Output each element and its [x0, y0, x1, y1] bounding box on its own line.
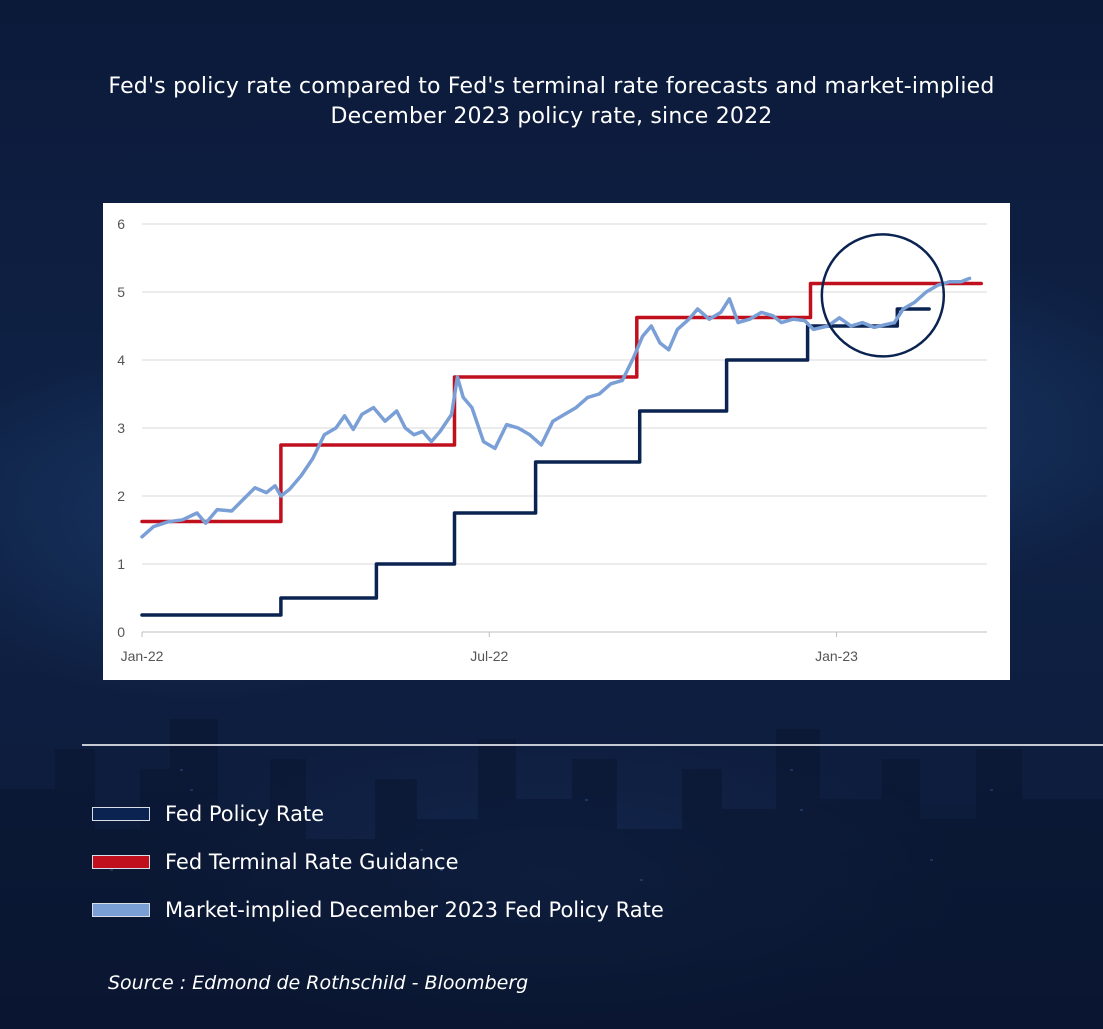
x-tick-label: Jan-22 — [121, 648, 164, 664]
y-tick-label: 6 — [117, 216, 125, 232]
legend-swatch-market-implied — [92, 903, 150, 917]
legend: Fed Policy Rate Fed Terminal Rate Guidan… — [92, 790, 664, 934]
series-terminal-rate-guidance — [140, 281, 983, 524]
y-tick-label: 3 — [117, 420, 125, 436]
legend-item-terminal-rate: Fed Terminal Rate Guidance — [92, 838, 664, 886]
y-tick-label: 1 — [117, 556, 125, 572]
annotations — [820, 233, 946, 358]
series-market-implied — [140, 276, 972, 539]
axes: 0 1 2 3 4 5 6 Jan-22 Jul-22 Jan-23 — [117, 216, 987, 664]
gridlines — [142, 223, 987, 565]
legend-label: Fed Terminal Rate Guidance — [165, 850, 459, 874]
legend-item-fed-policy-rate: Fed Policy Rate — [92, 790, 664, 838]
chart-panel: 0 1 2 3 4 5 6 Jan-22 Jul-22 Jan-23 — [103, 203, 1010, 680]
series — [140, 276, 983, 617]
y-tick-label: 0 — [117, 624, 125, 640]
highlight-circle — [820, 233, 946, 358]
x-tick-label: Jan-23 — [815, 648, 858, 664]
legend-swatch-fed-policy-rate — [92, 807, 150, 821]
y-tick-label: 4 — [117, 352, 125, 368]
legend-label: Market-implied December 2023 Fed Policy … — [165, 898, 664, 922]
divider — [82, 744, 1103, 746]
legend-swatch-terminal-rate — [92, 855, 150, 869]
y-tick-label: 2 — [117, 488, 125, 504]
x-tick-label: Jul-22 — [470, 648, 508, 664]
legend-item-market-implied: Market-implied December 2023 Fed Policy … — [92, 886, 664, 934]
y-tick-label: 5 — [117, 284, 125, 300]
source-note: Source : Edmond de Rothschild - Bloomber… — [108, 972, 529, 994]
line-chart: 0 1 2 3 4 5 6 Jan-22 Jul-22 Jan-23 — [117, 216, 987, 664]
series-fed-policy-rate — [140, 307, 931, 617]
chart-title: Fed's policy rate compared to Fed's term… — [108, 74, 995, 129]
legend-label: Fed Policy Rate — [165, 802, 325, 826]
